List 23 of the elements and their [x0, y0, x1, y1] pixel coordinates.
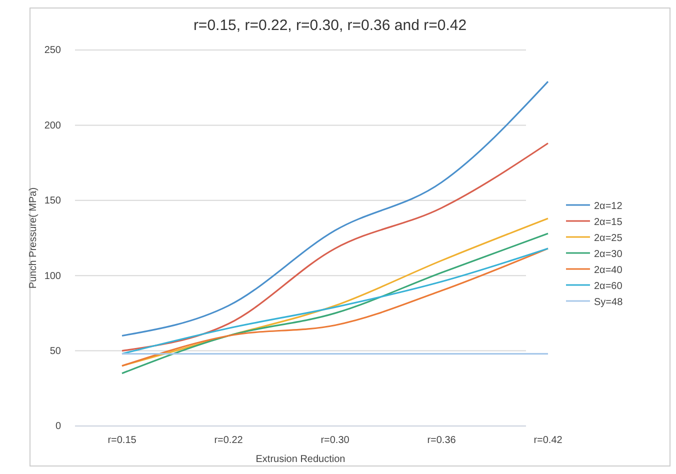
y-tick-label: 50: [50, 346, 62, 357]
legend-label: 2α=15: [594, 217, 623, 228]
x-tick-label: r=0.36: [427, 435, 456, 446]
legend-label: Sy=48: [594, 297, 624, 308]
y-tick-label: 250: [44, 45, 62, 56]
y-tick-label: 150: [44, 196, 62, 207]
legend-label: 2α=30: [594, 249, 623, 260]
line-series: [121, 142, 549, 352]
x-tick-label: r=0.30: [320, 435, 350, 446]
x-tick-label: r=0.42: [534, 435, 563, 446]
line-series: [121, 80, 549, 337]
x-tick-label: r=0.15: [108, 435, 137, 446]
legend-label: 2α=40: [594, 265, 623, 276]
y-tick-label: 100: [44, 270, 62, 282]
y-tick-label: 200: [44, 120, 62, 132]
y-axis-title: Punch Pressure( MPa): [28, 187, 39, 289]
legend-label: 2α=12: [594, 201, 623, 212]
chart-title: r=0.15, r=0.22, r=0.30, r=0.36 and r=0.42: [193, 17, 467, 34]
x-axis-title: Extrusion Reduction: [256, 454, 346, 465]
legend-label: 2α=25: [594, 233, 623, 244]
x-tick-label: r=0.22: [214, 435, 244, 446]
y-tick-label: 0: [55, 421, 62, 432]
legend-label: 2α=60: [594, 281, 623, 292]
